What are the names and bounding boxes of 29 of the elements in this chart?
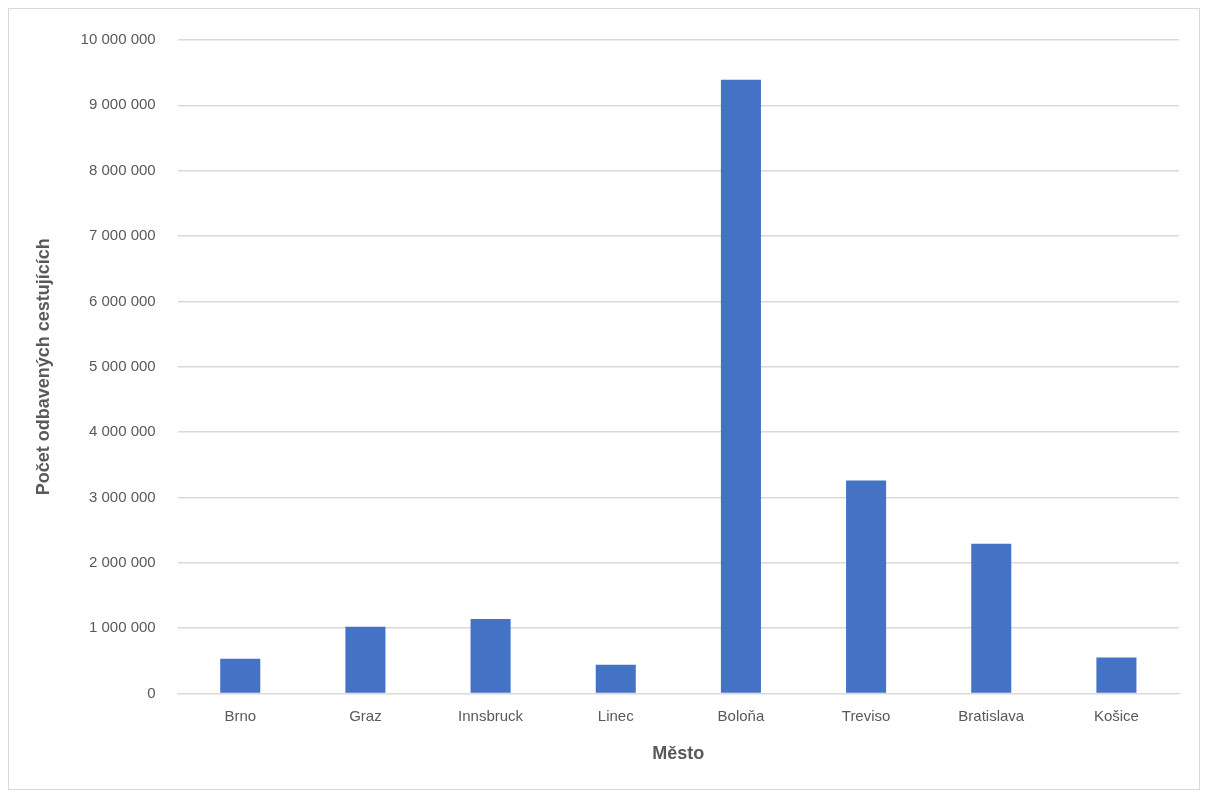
bar [595, 664, 636, 693]
bar [470, 618, 511, 693]
y-tick-label: 10 000 000 [80, 30, 156, 48]
bar [1096, 657, 1137, 693]
bar [720, 79, 761, 693]
y-tick-label: 5 000 000 [88, 356, 156, 374]
bar [846, 480, 887, 693]
y-tick-label: 0 [147, 683, 156, 701]
bar [220, 658, 261, 693]
y-tick-label: 9 000 000 [88, 95, 156, 113]
y-tick-label: 6 000 000 [88, 291, 156, 309]
y-tick-label: 7 000 000 [88, 226, 156, 244]
x-tick-label: Košice [1093, 706, 1139, 724]
x-tick-label: Linec [597, 706, 635, 724]
x-axis-title: Město [652, 743, 705, 764]
y-tick-label: 4 000 000 [88, 422, 156, 440]
x-tick-label: Brno [224, 706, 257, 724]
y-axis-title: Počet odbavených cestujících [32, 238, 53, 496]
x-tick-label: Treviso [841, 706, 891, 724]
x-tick-label: Graz [349, 706, 382, 724]
x-tick-label: Boloňa [717, 706, 765, 724]
y-tick-label: 3 000 000 [88, 487, 156, 505]
bar [345, 626, 386, 693]
x-tick-label: Bratislava [958, 706, 1025, 724]
y-tick-label: 1 000 000 [88, 618, 156, 636]
bar [971, 543, 1012, 693]
y-tick-label: 8 000 000 [88, 160, 156, 178]
y-tick-label: 2 000 000 [88, 552, 156, 570]
x-tick-label: Innsbruck [458, 706, 524, 724]
